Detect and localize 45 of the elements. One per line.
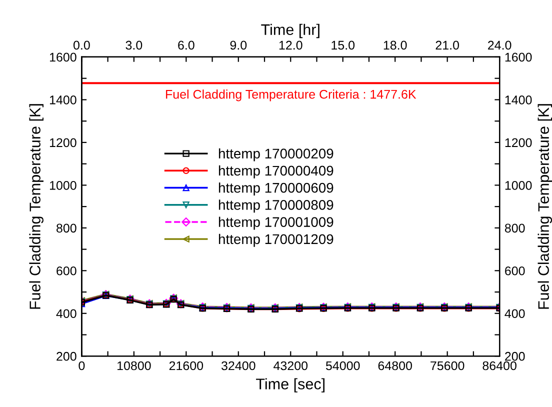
x2-tick-label: 12.0: [279, 40, 302, 50]
y2-axis-title: Fuel Cladding Temperature [K]: [538, 104, 552, 309]
y-tick-label: 600: [56, 266, 76, 276]
y-tick-label: 1000: [50, 180, 76, 190]
y2-tick-label: 800: [504, 224, 525, 233]
y-tick-label: 800: [56, 224, 76, 233]
x-tick-label: 86400: [482, 361, 516, 370]
y2-tick-label: 600: [505, 266, 525, 276]
x-axis-title: Time [sec]: [256, 378, 324, 392]
x2-tick-label: 21.0: [436, 40, 460, 50]
x-tick-label: 0: [78, 361, 85, 370]
legend-label: httemp 170001209: [218, 234, 334, 247]
y2-tick-label: 400: [504, 309, 525, 318]
x2-tick-label: 6.0: [178, 40, 194, 50]
x2-axis-title: Time [hr]: [261, 24, 320, 38]
y2-tick-label: 1000: [505, 180, 532, 190]
legend-label: httemp 170000409: [218, 165, 334, 178]
y2-tick-label: 200: [505, 352, 525, 361]
x-tick-label: 75600: [430, 361, 464, 370]
x-tick-label: 54000: [326, 361, 360, 370]
x-tick-label: 64800: [378, 361, 412, 370]
x2-tick-label: 24.0: [488, 40, 512, 50]
x2-tick-label: 18.0: [384, 40, 407, 50]
y2-tick-label: 1600: [505, 52, 532, 62]
legend-label: httemp 170001009: [218, 216, 334, 230]
x2-tick-label: 15.0: [332, 40, 355, 50]
y-tick-label: 200: [56, 352, 76, 361]
y-tick-label: 400: [56, 309, 76, 318]
x-tick-label: 10800: [118, 361, 151, 370]
y-tick-label: 1200: [50, 138, 76, 148]
x-tick-label: 21600: [169, 361, 204, 370]
y2-tick-label: 1200: [505, 138, 532, 148]
y-tick-label: 1400: [50, 96, 76, 104]
x-tick-label: 32400: [221, 361, 256, 370]
legend-label: httemp 170000209: [218, 148, 334, 162]
ref-line-label: Fuel Cladding Temperature Criteria : 1477.6K: [166, 90, 416, 102]
legend-label: httemp 170000609: [218, 182, 334, 196]
x2-tick-label: 3.0: [126, 40, 142, 50]
y-tick-label: 1600: [50, 52, 76, 62]
x2-tick-label: 9.0: [230, 40, 247, 50]
x-tick-label: 43200: [274, 361, 308, 370]
y-axis-title: Fuel Cladding Temperature [K]: [29, 104, 44, 309]
x2-tick-label: 0.0: [73, 40, 90, 50]
y2-tick-label: 1400: [505, 96, 532, 104]
legend-label: httemp 170000809: [218, 200, 334, 213]
